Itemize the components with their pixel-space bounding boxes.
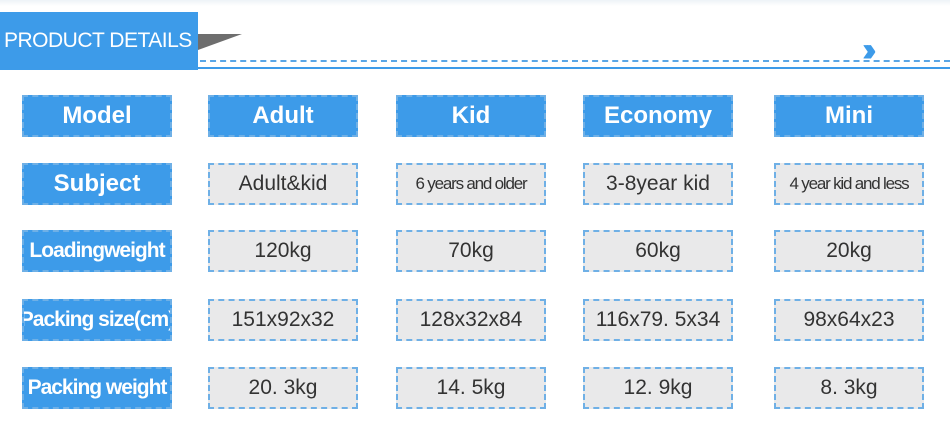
row-header: Packing size(cm) bbox=[22, 299, 172, 341]
row-header: Packing weight bbox=[22, 367, 172, 409]
table-cell: 116x79. 5x34 bbox=[583, 299, 733, 341]
column-header: Adult bbox=[208, 95, 358, 137]
table-cell: 98x64x23 bbox=[774, 299, 924, 341]
table-cell: 20kg bbox=[774, 230, 924, 272]
title-shadow bbox=[198, 34, 242, 50]
column-header: Economy bbox=[583, 95, 733, 137]
table-cell: 20. 3kg bbox=[208, 367, 358, 409]
column-header: Kid bbox=[396, 95, 546, 137]
top-shade bbox=[0, 0, 950, 6]
table-cell: 12. 9kg bbox=[583, 367, 733, 409]
table-cell: 14. 5kg bbox=[396, 367, 546, 409]
table-cell: 4 year kid and less bbox=[774, 163, 924, 205]
table-cell: 70kg bbox=[396, 230, 546, 272]
table-cell: 151x92x32 bbox=[208, 299, 358, 341]
table-cell: 120kg bbox=[208, 230, 358, 272]
divider-dashed bbox=[200, 60, 950, 62]
table-cell: 6 years and older bbox=[396, 163, 546, 205]
divider-solid bbox=[198, 67, 950, 69]
table-cell: 60kg bbox=[583, 230, 733, 272]
table-cell: 3-8year kid bbox=[583, 163, 733, 205]
row-header: Subject bbox=[22, 163, 172, 205]
double-chevron-right-icon: ›› bbox=[862, 31, 876, 69]
row-header: Loadingweight bbox=[22, 230, 172, 272]
table-cell: 8. 3kg bbox=[774, 367, 924, 409]
table-cell: 128x32x84 bbox=[396, 299, 546, 341]
table-cell: Adult&kid bbox=[208, 163, 358, 205]
section-title: PRODUCT DETAILS bbox=[0, 12, 198, 70]
column-header: Mini bbox=[774, 95, 924, 137]
row-header-model: Model bbox=[22, 95, 172, 137]
